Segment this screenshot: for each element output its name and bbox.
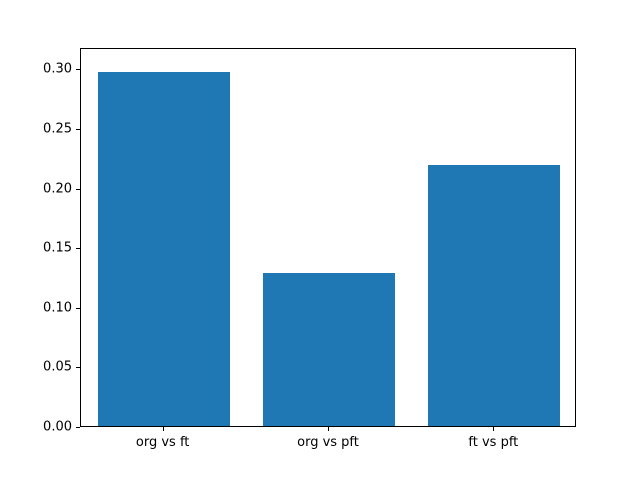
y-tick-mark	[76, 307, 80, 309]
y-tick-mark	[76, 427, 80, 428]
y-tick-mark	[76, 248, 80, 250]
x-tick-label-org-vs-ft: org vs ft	[135, 435, 190, 450]
bar-ft-vs-pft	[428, 165, 561, 426]
bar-org-vs-pft	[262, 273, 396, 426]
y-tick-label: 0.05	[43, 359, 72, 375]
bar-org-vs-ft	[97, 72, 230, 426]
x-tick-label-ft-vs-pft: ft vs pft	[468, 435, 519, 450]
y-tick-mark	[76, 69, 80, 71]
x-tick-mark	[328, 427, 329, 431]
y-tick-mark	[76, 129, 80, 131]
y-tick-label: 0.20	[43, 181, 72, 197]
y-tick-mark	[76, 188, 80, 190]
y-tick-label: 0.00	[43, 419, 72, 435]
y-tick-label: 0.10	[43, 300, 72, 316]
y-tick-label: 0.15	[43, 240, 72, 256]
plot-area	[80, 48, 576, 427]
y-tick-label: 0.30	[43, 61, 72, 77]
x-tick-label-org-vs-pft: org vs pft	[297, 435, 359, 450]
y-tick-label: 0.25	[43, 121, 72, 137]
y-tick-mark	[76, 367, 80, 369]
x-tick-mark	[493, 427, 495, 431]
x-tick-mark	[162, 427, 164, 431]
